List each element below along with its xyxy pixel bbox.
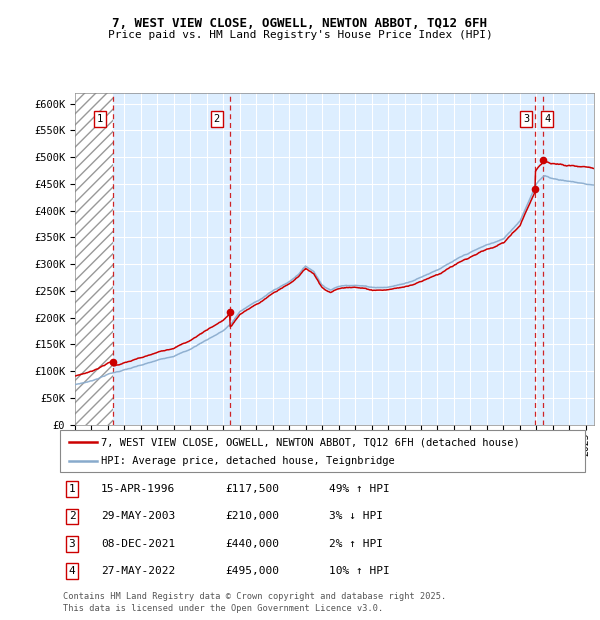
Text: 3: 3 [523, 113, 529, 123]
Text: Contains HM Land Registry data © Crown copyright and database right 2025.: Contains HM Land Registry data © Crown c… [63, 592, 446, 601]
Text: 29-MAY-2003: 29-MAY-2003 [101, 512, 175, 521]
Text: 7, WEST VIEW CLOSE, OGWELL, NEWTON ABBOT, TQ12 6FH (detached house): 7, WEST VIEW CLOSE, OGWELL, NEWTON ABBOT… [101, 437, 520, 447]
Text: This data is licensed under the Open Government Licence v3.0.: This data is licensed under the Open Gov… [63, 604, 383, 613]
Text: 49% ↑ HPI: 49% ↑ HPI [329, 484, 389, 494]
Text: £210,000: £210,000 [225, 512, 279, 521]
Text: 3% ↓ HPI: 3% ↓ HPI [329, 512, 383, 521]
Text: 3: 3 [68, 539, 76, 549]
Text: 1: 1 [97, 113, 103, 123]
Text: 4: 4 [544, 113, 550, 123]
Text: £495,000: £495,000 [225, 566, 279, 576]
Text: 10% ↑ HPI: 10% ↑ HPI [329, 566, 389, 576]
Bar [75, 91, 113, 425]
Text: £117,500: £117,500 [225, 484, 279, 494]
Text: Price paid vs. HM Land Registry's House Price Index (HPI): Price paid vs. HM Land Registry's House … [107, 30, 493, 40]
Text: 27-MAY-2022: 27-MAY-2022 [101, 566, 175, 576]
Text: 2% ↑ HPI: 2% ↑ HPI [329, 539, 383, 549]
Text: 2: 2 [214, 113, 220, 123]
Text: 1: 1 [68, 484, 76, 494]
Text: 15-APR-1996: 15-APR-1996 [101, 484, 175, 494]
Text: 2: 2 [68, 512, 76, 521]
Text: 4: 4 [68, 566, 76, 576]
Text: 7, WEST VIEW CLOSE, OGWELL, NEWTON ABBOT, TQ12 6FH: 7, WEST VIEW CLOSE, OGWELL, NEWTON ABBOT… [113, 17, 487, 30]
Text: HPI: Average price, detached house, Teignbridge: HPI: Average price, detached house, Teig… [101, 456, 395, 466]
Text: £440,000: £440,000 [225, 539, 279, 549]
Text: 08-DEC-2021: 08-DEC-2021 [101, 539, 175, 549]
